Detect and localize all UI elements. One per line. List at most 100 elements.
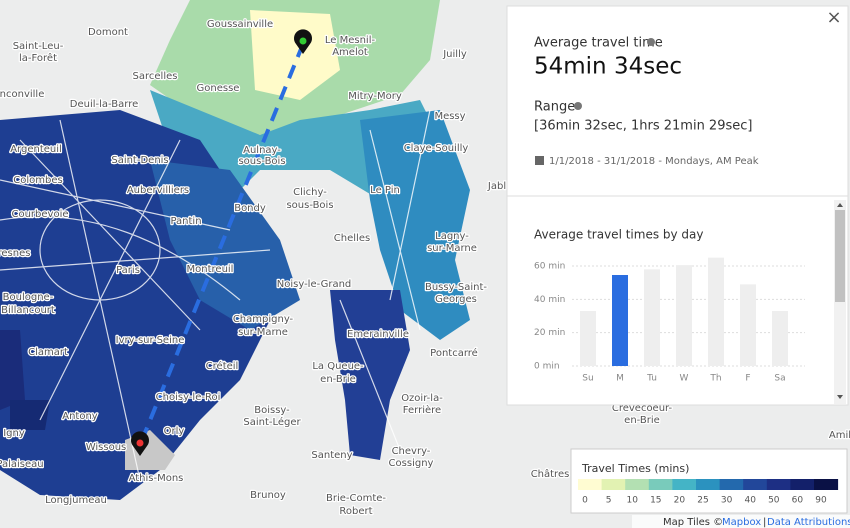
legend-stop-label: 90 bbox=[815, 496, 827, 506]
place-label: Argenteuil bbox=[10, 144, 62, 155]
place-label: Aulnay- bbox=[243, 145, 281, 156]
legend-stop-label: 50 bbox=[768, 496, 780, 506]
place-label: Courbevoie bbox=[11, 209, 68, 220]
legend-stop-label: 20 bbox=[674, 496, 686, 506]
place-label: Brunoy bbox=[250, 490, 286, 501]
average-label: Average travel time bbox=[534, 36, 663, 51]
legend-stop-label: 30 bbox=[721, 496, 733, 506]
place-label: Boulogne- bbox=[3, 292, 54, 303]
place-label: Athis-Mons bbox=[129, 473, 184, 484]
period: 1/1/2018 - 31/1/2018 - Mondays, AM Peak bbox=[549, 156, 759, 167]
place-label: Bondy bbox=[234, 203, 266, 214]
place-label: resnes bbox=[0, 248, 30, 259]
place-label: Deuil-la-Barre bbox=[70, 99, 138, 110]
legend-swatch bbox=[648, 479, 673, 490]
place-label: Lagny- bbox=[435, 231, 469, 242]
place-label: Messy bbox=[434, 111, 465, 122]
place-label: Emerainville bbox=[347, 329, 409, 340]
place-label: Ivry-sur-Seine bbox=[116, 335, 185, 346]
place-label: Brie-Comte- bbox=[326, 493, 386, 504]
place-label: Gonesse bbox=[197, 83, 240, 94]
place-label: Ozoir-la- bbox=[401, 393, 443, 404]
legend-stop-label: 60 bbox=[792, 496, 804, 506]
scroll-thumb[interactable] bbox=[835, 210, 845, 302]
legend-stop-label: 15 bbox=[650, 496, 661, 506]
place-label: Santeny bbox=[311, 450, 352, 461]
legend-stop-label: 10 bbox=[626, 496, 638, 506]
average-value: 54min 34sec bbox=[534, 54, 682, 80]
place-label: Domont bbox=[88, 27, 128, 38]
legend-swatch bbox=[696, 479, 721, 490]
attribution-text: Map Tiles © bbox=[663, 517, 723, 528]
place-label: Ferrière bbox=[403, 404, 441, 416]
bar bbox=[676, 265, 692, 366]
legend-swatch bbox=[814, 479, 839, 490]
bar bbox=[708, 257, 724, 366]
legend-swatch bbox=[743, 479, 768, 490]
bar bbox=[740, 284, 756, 366]
place-label: Aubervilliers bbox=[127, 185, 189, 196]
close-button[interactable]: × bbox=[826, 7, 841, 28]
x-tick-label: W bbox=[680, 374, 689, 384]
legend-title: Travel Times (mins) bbox=[581, 462, 689, 475]
bar bbox=[580, 311, 596, 366]
bar bbox=[612, 275, 628, 366]
place-label: Amil bbox=[829, 430, 850, 441]
place-label: Mitry-Mory bbox=[348, 91, 402, 102]
mapbox-link[interactable]: Mapbox bbox=[722, 517, 761, 528]
place-label: Montreuil bbox=[187, 264, 234, 275]
place-label: en-Brie bbox=[320, 374, 356, 385]
place-label: Sarcelles bbox=[133, 71, 178, 82]
place-label: Colombes bbox=[13, 175, 62, 186]
place-label: Jabl bbox=[487, 181, 506, 192]
origin-marker bbox=[294, 29, 312, 54]
x-tick-label: Su bbox=[582, 374, 593, 384]
legend-stop-label: 25 bbox=[697, 496, 708, 506]
x-tick-label: Th bbox=[709, 374, 721, 384]
place-label: Goussainville bbox=[207, 19, 273, 30]
place-label: Wissous bbox=[86, 442, 127, 453]
legend-swatch bbox=[766, 479, 791, 490]
info-panel: × Average travel time 54min 34sec Range … bbox=[506, 5, 849, 406]
place-label: Billancourt bbox=[1, 305, 55, 316]
legend: Travel Times (mins) 0 5 10 15 20 25 30 40 50 60 90 bbox=[570, 448, 848, 514]
place-label: Saint-Leu- bbox=[13, 41, 64, 52]
place-label: Robert bbox=[339, 506, 372, 517]
place-label: sous-Bois bbox=[286, 200, 333, 211]
bar bbox=[644, 269, 660, 366]
legend-swatch bbox=[719, 479, 744, 490]
place-label: Orly bbox=[164, 426, 185, 437]
place-label: Choisy-le-Roi bbox=[156, 392, 221, 403]
place-label: Palaiseau bbox=[0, 459, 44, 470]
y-tick-label: 40 min bbox=[534, 295, 565, 305]
place-label: sur-Marne bbox=[238, 327, 288, 338]
y-tick-label: 20 min bbox=[534, 328, 565, 338]
place-label: Saint-Léger bbox=[243, 416, 301, 428]
place-label: nconville bbox=[0, 89, 44, 100]
place-label: Cossigny bbox=[389, 458, 434, 469]
place-label: Boissy- bbox=[254, 405, 290, 416]
place-label: Longjumeau bbox=[45, 495, 107, 506]
info-icon[interactable] bbox=[647, 38, 655, 46]
y-tick-label: 0 min bbox=[534, 362, 560, 372]
place-label: Chevry- bbox=[392, 446, 431, 457]
x-tick-label: F bbox=[745, 374, 750, 384]
legend-stop-label: 5 bbox=[606, 496, 612, 506]
place-label: sous-Bois bbox=[238, 156, 285, 167]
bar bbox=[772, 311, 788, 366]
legend-swatch bbox=[578, 479, 603, 490]
data-attributions-link[interactable]: Data Attributions bbox=[767, 517, 850, 528]
place-label: Noisy-le-Grand bbox=[277, 279, 352, 290]
isochrone-regions bbox=[0, 0, 470, 500]
legend-stop-label: 40 bbox=[744, 496, 756, 506]
destination-marker bbox=[131, 431, 149, 456]
y-tick-label: 60 min bbox=[534, 262, 565, 272]
legend-swatch bbox=[672, 479, 697, 490]
attribution: Map Tiles © Mapbox | Data Attributions bbox=[632, 515, 850, 528]
chart: 0 min 20 min 40 min 60 min Su M Tu W Th F Sa bbox=[534, 257, 805, 384]
place-label: Juilly bbox=[442, 49, 467, 60]
info-icon[interactable] bbox=[574, 102, 582, 110]
place-label: Clamart bbox=[28, 347, 68, 358]
place-label: Amelot bbox=[332, 47, 368, 58]
range-label: Range bbox=[534, 100, 575, 115]
